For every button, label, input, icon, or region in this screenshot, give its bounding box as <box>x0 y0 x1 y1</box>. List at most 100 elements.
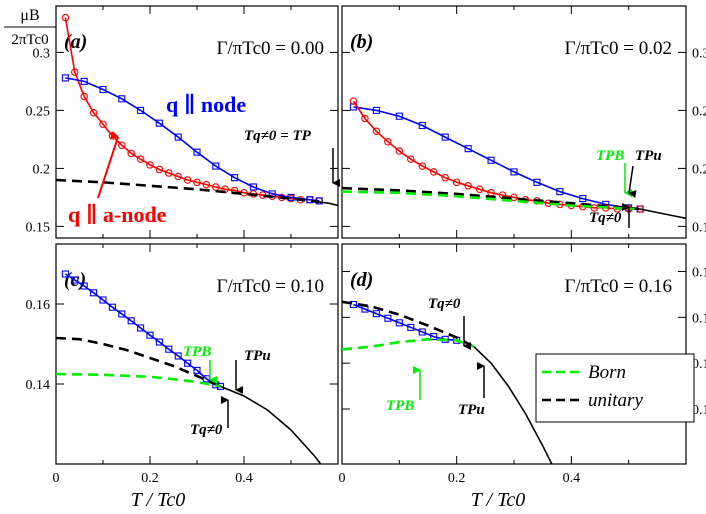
data-point-circle <box>361 114 369 123</box>
data-point-square <box>118 95 126 103</box>
legend-label-unitary: unitary <box>588 390 643 411</box>
y-tick-label: 0.2 <box>33 162 51 177</box>
data-point-square <box>127 317 135 325</box>
label-tq-d: Tq≠0 <box>428 296 461 312</box>
y-label-numerator: μB <box>20 7 39 24</box>
series-line-mean-field <box>319 201 338 207</box>
data-point-circle <box>118 141 126 149</box>
data-point-square <box>533 178 541 186</box>
label-tpb-c: TPB <box>183 344 211 360</box>
data-point-square <box>165 345 173 353</box>
data-point-square <box>80 282 88 290</box>
data-point-square <box>71 276 79 284</box>
label-tpu-d: TPu <box>458 402 485 418</box>
legend: Born unitary <box>535 353 695 423</box>
series-line-born <box>342 190 635 211</box>
y-tick-label: 0.15 <box>26 220 51 235</box>
series-line-q-node <box>353 303 457 342</box>
data-point-square <box>395 112 403 120</box>
y-tick-label: 0.125 <box>692 266 706 281</box>
series-line-born <box>56 372 221 388</box>
gamma-label: Γ/πTc0 = 0.10 <box>216 276 324 297</box>
data-point-circle <box>89 108 98 117</box>
label-q-node: q ∥ node <box>166 92 246 117</box>
y-tick-label: 0.16 <box>26 298 51 313</box>
data-point-circle <box>475 185 484 194</box>
data-point-circle <box>429 168 438 176</box>
data-point-square <box>384 314 392 322</box>
gamma-label: Γ/πTc0 = 0.16 <box>564 276 672 297</box>
y-tick-label: 0.12 <box>692 311 706 326</box>
data-point-square <box>90 289 98 297</box>
panel-c: 0 0.2 0.40.140.16(c) Γ/πTc0 = 0.10 <box>26 243 339 486</box>
label-tq-eq-tp: Tq≠0 = TP <box>244 128 312 144</box>
series-line-unitary <box>342 300 475 348</box>
series-line-mean-field <box>639 208 686 220</box>
label-q-anode: q ∥ a-node <box>68 202 167 227</box>
series-group <box>56 270 322 464</box>
data-point-circle <box>71 68 79 76</box>
y-axis-label: μB 2πTc0 <box>4 7 56 48</box>
x-tick-label: 0 <box>339 471 346 486</box>
series-line-q-a-node <box>64 17 320 202</box>
data-point-circle <box>418 162 427 170</box>
tpu-arrow-b <box>628 165 637 198</box>
panel-a: 0.150.20.250.3(a) Γ/πTc0 = 0.00 <box>26 5 339 239</box>
data-point-square <box>193 148 201 156</box>
y-tick-label: 0.115 <box>692 357 706 372</box>
y-tick-label: 0.14 <box>26 378 51 393</box>
data-point-square <box>137 324 145 332</box>
label-tpb-d: TPB <box>386 398 414 414</box>
data-point-square <box>372 310 380 318</box>
data-point-square <box>174 133 182 141</box>
legend-box <box>535 353 695 423</box>
data-point-circle <box>464 182 472 190</box>
data-point-circle <box>183 176 192 184</box>
series-line-q-a-node <box>352 100 641 210</box>
anode-arrow <box>97 131 119 199</box>
data-point-circle <box>99 120 107 129</box>
data-point-square <box>193 366 201 374</box>
data-point-square <box>249 183 257 191</box>
data-point-square <box>372 106 380 114</box>
data-point-circle <box>146 161 154 169</box>
data-point-square <box>430 333 438 341</box>
series-line-unitary <box>56 336 222 388</box>
data-point-circle <box>80 92 88 101</box>
x-tick-label: 0 <box>53 471 60 486</box>
gamma-label: Γ/πTc0 = 0.02 <box>564 38 672 59</box>
data-point-circle <box>193 178 201 187</box>
x-tick-label: 0.2 <box>141 471 159 486</box>
data-point-circle <box>155 165 164 174</box>
data-point-square <box>174 352 182 360</box>
data-point-circle <box>349 97 358 105</box>
y-tick-label: 0.25 <box>26 104 51 119</box>
data-point-square <box>184 359 192 367</box>
data-point-circle <box>127 149 135 158</box>
label-tpu-c: TPu <box>244 348 271 364</box>
data-point-square <box>349 300 358 309</box>
panel-label: (b) <box>350 31 373 53</box>
data-point-circle <box>174 172 182 181</box>
series-group <box>342 300 553 464</box>
data-point-square <box>155 338 163 346</box>
data-point-square <box>510 168 518 176</box>
panel-b: 0.15 0.2 0.25 0.3 (b) Γ/πTc0 = 0.02 <box>341 5 706 239</box>
data-point-square <box>137 106 145 114</box>
panel-label: (d) <box>350 269 373 291</box>
label-tq-b: Tq≠0 <box>589 210 622 226</box>
label-tpu-b: TPu <box>635 148 662 164</box>
data-point-circle <box>372 127 381 136</box>
data-point-circle <box>407 155 415 163</box>
data-point-square <box>464 145 472 153</box>
data-point-square <box>306 196 314 204</box>
label-tpb-b: TPB <box>596 148 624 164</box>
data-point-circle <box>395 147 404 155</box>
series-line-mean-field <box>473 346 553 464</box>
data-point-circle <box>384 137 392 146</box>
data-point-circle <box>202 180 211 189</box>
y-label-denominator: 2πTc0 <box>11 32 48 48</box>
series-group <box>56 13 338 207</box>
data-point-square <box>99 85 107 94</box>
